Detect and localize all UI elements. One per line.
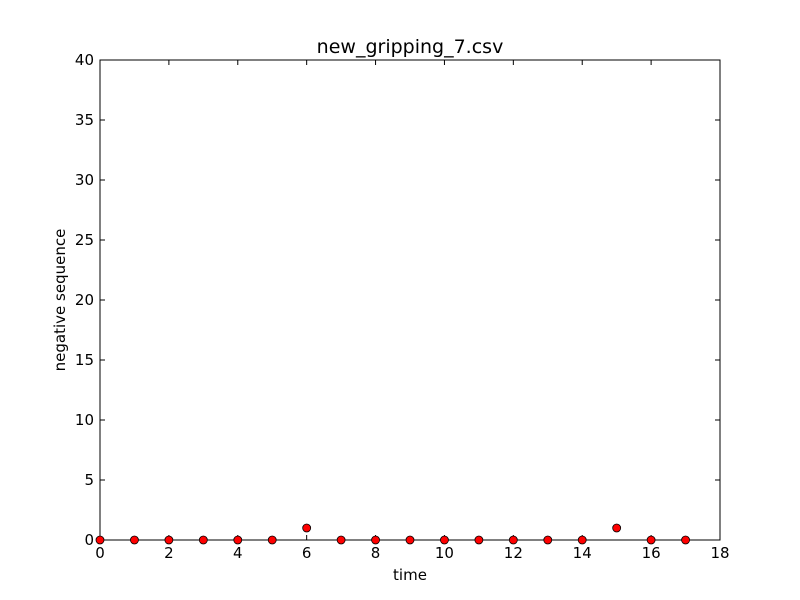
chart-title: new_gripping_7.csv [317, 36, 504, 58]
x-tick-label: 10 [435, 544, 454, 562]
data-point [577, 535, 587, 545]
data-point [612, 523, 622, 533]
x-tick-label: 4 [233, 544, 243, 562]
data-point [198, 535, 208, 545]
y-tick-label: 20 [75, 291, 94, 309]
y-tick-label: 25 [75, 231, 94, 249]
data-point [164, 535, 174, 545]
data-point [130, 535, 139, 545]
x-tick-label: 18 [710, 544, 729, 562]
x-axis-title: time [393, 566, 427, 584]
data-point [646, 535, 656, 545]
x-tick-label: 16 [642, 544, 661, 562]
data-point [543, 535, 553, 545]
x-tick-label: 8 [371, 544, 381, 562]
y-axis-title: negative sequence [51, 229, 69, 372]
data-point [371, 535, 380, 545]
plot-layer: 0 2 4 6 8 10 12 14 16 18 0 5 10 15 20 25 30 35 40 [75, 51, 730, 562]
x-tick-label: 0 [95, 544, 105, 562]
data-point [233, 535, 243, 545]
x-tick-label: 14 [573, 544, 592, 562]
y-tick-label: 10 [75, 411, 94, 429]
data-point [681, 535, 690, 545]
data-point [440, 535, 449, 545]
data-point [302, 523, 312, 533]
y-tick-label: 0 [84, 531, 94, 549]
data-point [95, 535, 105, 545]
data-point [405, 535, 415, 545]
x-tick-label: 12 [504, 544, 523, 562]
data-point [267, 535, 277, 545]
x-tick-label: 2 [164, 544, 174, 562]
data-point [508, 535, 518, 545]
x-tick-label: 6 [302, 544, 312, 562]
y-tick-label: 15 [75, 351, 94, 369]
y-tick-label: 40 [75, 51, 94, 69]
data-point [474, 535, 484, 545]
y-tick-label: 5 [84, 471, 94, 489]
y-tick-label: 30 [75, 171, 94, 189]
y-tick-label: 35 [75, 111, 94, 129]
data-point [336, 535, 346, 545]
